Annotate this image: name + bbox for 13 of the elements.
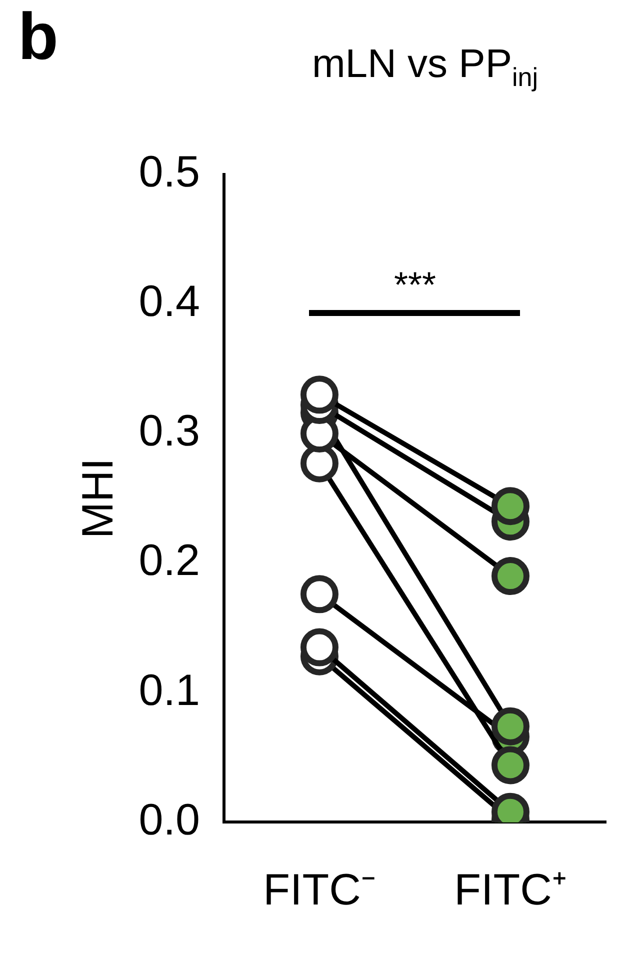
y-tick-label: 0.2 bbox=[138, 536, 200, 586]
text: b bbox=[18, 0, 58, 74]
y-axis-title: MHI bbox=[74, 458, 123, 539]
x-tick-label: FITC⁻ bbox=[263, 866, 376, 915]
point bbox=[300, 628, 338, 666]
chart-title: mLN vs PP$_{inj}$ bbox=[310, 42, 540, 93]
y-tick-label: 0.4 bbox=[138, 277, 200, 326]
y-tick-label: 0.5 bbox=[138, 148, 200, 197]
x-tick-label: FITC⁺ bbox=[454, 866, 567, 915]
annotation: *** bbox=[392, 264, 437, 306]
y-tick-label: 0.1 bbox=[138, 666, 200, 715]
y-tick-label: 0.0 bbox=[138, 795, 200, 844]
y-tick-label: 0.3 bbox=[138, 406, 200, 456]
